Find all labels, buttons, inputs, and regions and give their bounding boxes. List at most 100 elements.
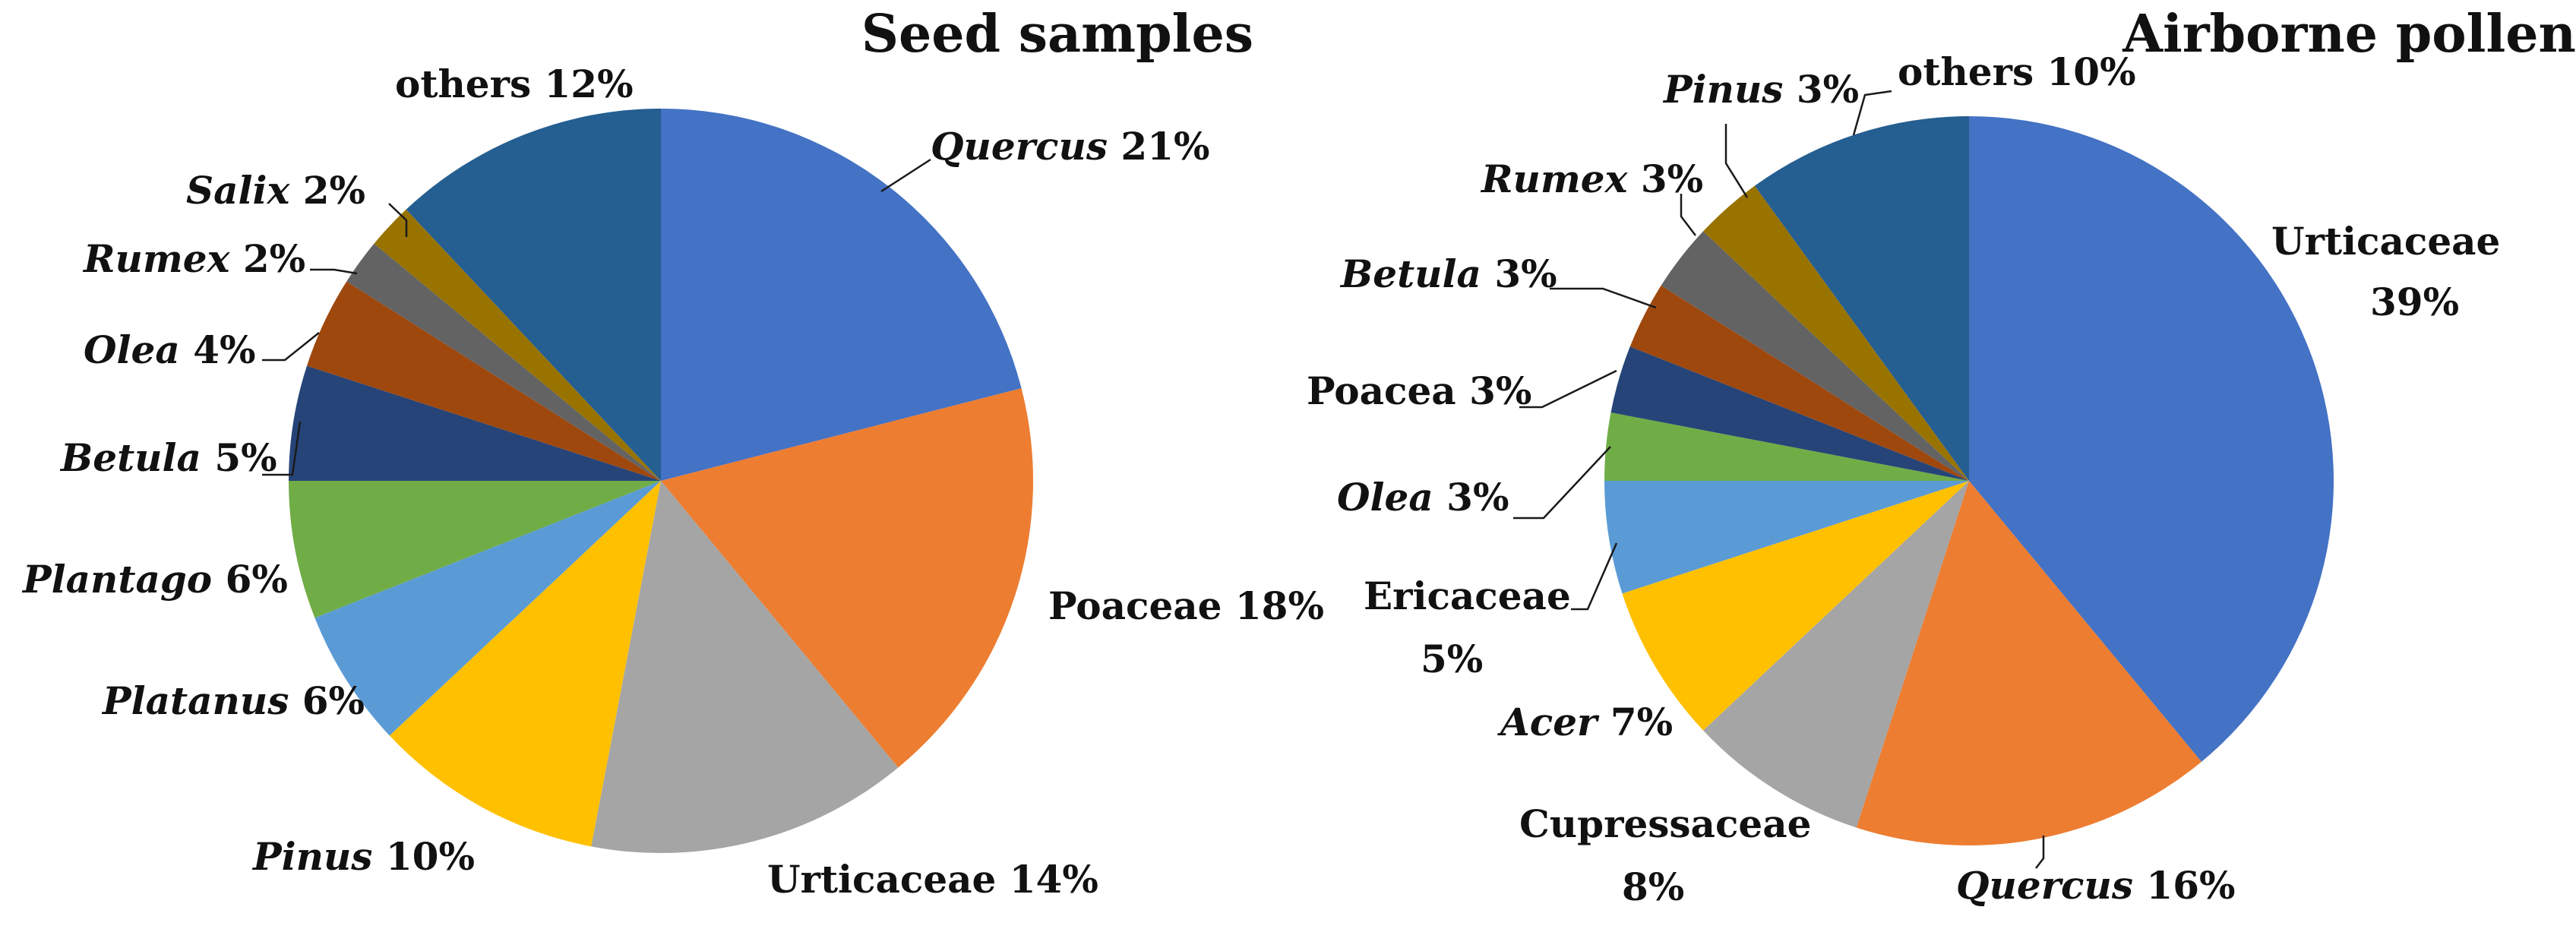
pie-slice-pinus (389, 481, 661, 847)
pie-slice-salix (374, 209, 661, 481)
pie-slice-quercus (661, 109, 1022, 481)
slice-label-value-others: 10% (2047, 49, 2136, 94)
slice-label-name-others: others (395, 62, 545, 106)
slice-label-name-betula: Betula (59, 435, 214, 480)
slice-label-quercus: Quercus 21% (931, 124, 1210, 169)
slice-label-value-cupressaceae: 8% (1622, 864, 1684, 909)
slice-label-name-urticaceae: Urticaceae (2271, 219, 2500, 264)
slice-label-betula: Betula 3% (1339, 251, 1557, 296)
slice-label-value-rumex: 3% (1641, 156, 1703, 201)
pie-slice-acer (1622, 481, 1969, 731)
slice-label-value-poaceae: 18% (1235, 583, 1324, 628)
slice-label-poacea: Poacea 3% (1307, 368, 1531, 413)
pie-chart-airborne-pollen: Airborne pollen Urticaceae 39% Quercus 16% C… (1307, 4, 2576, 909)
pie-slice-others (1754, 116, 1969, 481)
pie-slice-others (406, 109, 661, 481)
pie-slice-urticaceae (1969, 116, 2334, 762)
slice-label-name-olea: Olea (1337, 475, 1446, 520)
slice-label-name-poacea: Poacea (1307, 368, 1469, 413)
leader-line-betula (1550, 287, 1657, 309)
slice-label-name-acer: Acer (1497, 700, 1610, 744)
pie-slice-olea (306, 281, 661, 481)
slice-label-value-quercus: 16% (2146, 863, 2235, 908)
pie-slice-rumex (1661, 231, 1969, 481)
slice-label-rumex: Rumex 2% (82, 236, 305, 281)
pie-slice-olea (1604, 412, 1969, 481)
pie-slice-quercus (1856, 481, 2201, 846)
pie-slices (288, 109, 1034, 853)
pie-slice-urticaceae (591, 481, 899, 853)
slice-label-value-rumex: 2% (243, 236, 305, 281)
slice-label-plantago: Plantago 6% (21, 557, 288, 602)
slice-label-others: others 10% (1898, 49, 2136, 94)
pie-slices (1604, 116, 2334, 846)
pie-slice-cupressaceae (1703, 481, 1969, 828)
slice-label-quercus: Quercus 16% (1956, 863, 2236, 908)
slice-label-olea: Olea 3% (1337, 475, 1509, 520)
leader-line-betula (262, 421, 302, 476)
slice-label-platanus: Platanus 6% (101, 678, 365, 723)
slice-label-value-pinus: 3% (1797, 67, 1859, 112)
slice-label-acer: Acer 7% (1497, 700, 1673, 744)
pie-slice-rumex (346, 243, 661, 481)
slice-label-pinus: Pinus 10% (251, 834, 475, 879)
leader-line-rumex (1680, 194, 1696, 236)
pie-slice-plantago (289, 481, 661, 618)
slice-label-salix: Salix 2% (186, 168, 365, 213)
leader-line-quercus (880, 158, 931, 193)
slice-label-name-rumex: Rumex (82, 236, 243, 281)
slice-label-name-quercus: Quercus (931, 124, 1120, 169)
slice-label-name-others: others (1898, 49, 2047, 94)
slice-label-rumex: Rumex 3% (1480, 156, 1703, 201)
slice-label-value-others: 12% (545, 62, 634, 106)
slice-label-value-salix: 2% (303, 168, 365, 213)
leader-line-ericaceae (1571, 542, 1618, 611)
slice-label-value-betula: 5% (214, 435, 277, 480)
pie-slice-betula (288, 365, 661, 481)
slice-label-name-poaceae: Poaceae (1048, 583, 1235, 628)
slice-label-value-acer: 7% (1610, 700, 1673, 744)
slice-label-pinus: Pinus 3% (1662, 67, 1859, 112)
leader-line-salix (388, 203, 408, 237)
slice-label-value-pinus: 10% (386, 834, 475, 879)
pie-slice-poaceae (661, 388, 1034, 768)
pie-slice-betula (1629, 285, 1969, 481)
leader-line-olea (262, 332, 320, 362)
slice-label-name-olea: Olea (84, 327, 193, 372)
slice-label-urticaceae: Urticaceae 14% (767, 857, 1098, 902)
slice-label-name-salix: Salix (186, 168, 303, 213)
slice-label-value-ericaceae: 5% (1421, 637, 1483, 681)
slice-label-value-olea: 3% (1446, 475, 1509, 520)
pie-slice-poacea (1610, 346, 1969, 481)
slice-label-name-platanus: Platanus (101, 678, 302, 723)
slice-label-name-pinus: Pinus (251, 834, 386, 879)
pie-slice-pinus (1703, 185, 1969, 482)
leader-line-poacea (1519, 369, 1617, 409)
leader-line-pinus (1724, 124, 1749, 198)
slice-label-others: others 12% (395, 62, 634, 106)
leader-line-rumex (310, 268, 358, 275)
slice-label-value-urticaceae: 39% (2370, 280, 2459, 324)
slice-label-value-platanus: 6% (302, 678, 365, 723)
slice-label-name-cupressaceae: Cupressaceae (1519, 801, 1811, 846)
pie-slice-platanus (314, 481, 661, 736)
slice-label-value-poacea: 3% (1469, 368, 1531, 413)
pie-chart-seed-samples: Seed samples Quercus 21% Poaceae 18% Urtica… (21, 4, 1324, 902)
slice-label-name-quercus: Quercus (1956, 863, 2146, 908)
pie-slice-ericaceae (1604, 481, 1969, 594)
slice-label-name-pinus: Pinus (1662, 67, 1797, 112)
slice-label-value-olea: 4% (193, 327, 255, 372)
slice-label-betula: Betula 5% (59, 435, 277, 480)
slice-label-name-plantago: Plantago (21, 557, 226, 602)
slice-label-name-betula: Betula (1339, 251, 1494, 296)
leader-line-olea (1513, 446, 1611, 520)
chart-title-seed-samples: Seed samples (861, 4, 1253, 65)
slice-label-name-ericaceae: Ericaceae (1364, 574, 1571, 618)
slice-label-name-urticaceae: Urticaceae (767, 857, 1010, 902)
slice-label-value-quercus: 21% (1120, 124, 1209, 169)
chart-title-airborne-pollen: Airborne pollen (2122, 4, 2576, 65)
slice-label-value-betula: 3% (1494, 251, 1557, 296)
leader-line-others (1852, 90, 1892, 136)
